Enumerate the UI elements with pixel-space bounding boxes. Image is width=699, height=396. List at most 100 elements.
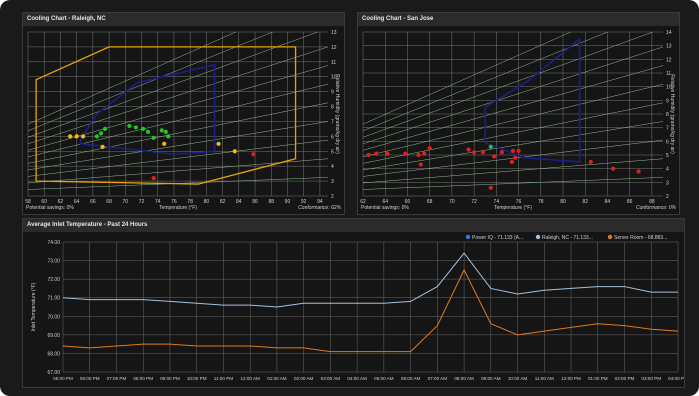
x-tick-label: 84 xyxy=(236,199,242,205)
data-point-red xyxy=(510,148,516,153)
data-point-red xyxy=(466,147,471,152)
x-tick-label: 70 xyxy=(123,199,129,205)
y-tick-label: 74.00 xyxy=(47,240,60,246)
recommended-zone xyxy=(484,37,581,163)
x-tick-label: 09:00 AM xyxy=(481,376,501,381)
x-tick-label: 09:00 PM xyxy=(160,376,180,381)
x-tick-label: 78 xyxy=(538,199,544,205)
y-tick-label: 70.00 xyxy=(47,314,60,320)
data-point-green xyxy=(166,134,171,139)
y-axis-label: Inlet Temperature (°F) xyxy=(31,282,37,331)
x-tick-label: 90 xyxy=(285,199,291,205)
x-tick-label: 84 xyxy=(605,199,611,205)
y-tick-label: 5 xyxy=(331,149,334,155)
x-tick-label: 07:00 PM xyxy=(107,376,127,381)
legend-entry: Raleigh, NC - 71.133... xyxy=(542,235,593,241)
y-tick-label: 4 xyxy=(331,164,334,170)
data-point-red xyxy=(588,159,593,164)
series-line xyxy=(62,268,679,353)
x-tick-label: 94 xyxy=(317,199,323,205)
data-point-red xyxy=(422,151,427,156)
x-tick-label: 62 xyxy=(360,199,366,205)
y-tick-label: 13 xyxy=(666,44,672,50)
x-tick-label: 04:00 PM xyxy=(668,376,684,381)
x-tick-label: 92 xyxy=(301,199,307,205)
legend-marker xyxy=(607,234,613,240)
panel-title: Average Inlet Temperature - Past 24 Hour… xyxy=(23,219,684,232)
x-tick-label: 08:00 AM xyxy=(454,376,474,381)
x-tick-label: 72 xyxy=(139,199,145,205)
x-tick-label: 12:00 AM xyxy=(240,376,260,381)
x-tick-label: 12:00 PM xyxy=(561,376,581,381)
data-point-red xyxy=(151,176,156,181)
x-tick-label: 80 xyxy=(560,199,566,205)
legend-marker xyxy=(465,234,471,240)
data-point-red xyxy=(418,162,423,167)
x-tick-label: 88 xyxy=(268,199,274,205)
y-tick-label: 5 xyxy=(666,153,669,159)
data-point-yellow xyxy=(232,149,237,154)
saturation-curve xyxy=(363,83,663,158)
y-tick-label: 72.00 xyxy=(47,277,60,283)
data-point-green xyxy=(98,131,104,136)
data-point-red xyxy=(488,185,493,190)
y-axis-label: Relative Humidity (grams/kg dry air) xyxy=(334,74,340,154)
y-tick-label: 7 xyxy=(331,119,334,125)
y-tick-label: 2 xyxy=(666,194,669,200)
x-tick-label: 05:00 AM xyxy=(374,376,394,381)
psychrometric-chart-raleigh: 58 60 62 64 66 68 70 72 74 76 78 80 82 84 86 88 90 92 9423… xyxy=(25,30,341,211)
data-point-red xyxy=(636,169,641,174)
data-point-yellow xyxy=(216,141,221,146)
x-tick-label: 10:00 AM xyxy=(508,376,528,381)
y-tick-label: 12 xyxy=(331,45,337,51)
saturation-curve xyxy=(28,32,319,138)
recommended-zone xyxy=(79,63,216,156)
x-tick-label: 03:00 PM xyxy=(641,376,661,381)
x-tick-label: 10:00 PM xyxy=(187,376,207,381)
x-tick-label: 68 xyxy=(106,199,112,205)
potential-savings: Potential savings: 0% xyxy=(361,205,409,211)
y-tick-label: 4 xyxy=(666,167,669,173)
y-tick-label: 11 xyxy=(666,71,671,77)
legend-entry: Power IQ - 71.133 (A... xyxy=(472,235,523,241)
data-point-red xyxy=(516,148,521,153)
conformance: Conformance: 0% xyxy=(636,205,677,211)
data-point-red xyxy=(509,159,514,164)
saturation-curve xyxy=(28,65,328,151)
y-tick-label: 7 xyxy=(666,126,669,132)
y-tick-label: 14 xyxy=(666,30,672,36)
saturation-curve xyxy=(28,32,237,125)
data-point-red xyxy=(385,151,390,156)
data-point-red xyxy=(416,152,421,158)
x-tick-label: 01:00 PM xyxy=(588,376,608,381)
data-point-green xyxy=(102,126,108,132)
x-tick-label: 06:00 AM xyxy=(401,376,421,381)
saturation-curve xyxy=(363,102,663,164)
data-point-red xyxy=(403,151,408,156)
x-tick-label: 80 xyxy=(204,199,210,205)
x-tick-label: 74 xyxy=(494,199,500,205)
y-tick-label: 12 xyxy=(666,57,672,63)
data-point-red xyxy=(427,146,432,151)
y-tick-label: 6 xyxy=(331,134,334,140)
saturation-curve xyxy=(363,32,572,125)
x-tick-label: 02:00 AM xyxy=(294,376,314,381)
data-point-red xyxy=(610,166,616,171)
x-tick-label: 88 xyxy=(649,199,655,205)
x-tick-label: 58 xyxy=(25,199,31,205)
data-point-red xyxy=(480,150,486,155)
x-tick-label: 72 xyxy=(471,199,477,205)
saturation-curve xyxy=(363,121,663,171)
data-point-red xyxy=(374,151,379,156)
data-point-green xyxy=(141,126,146,132)
panel-inlet-temperature: Average Inlet Temperature - Past 24 Hour… xyxy=(22,218,685,388)
data-point-yellow xyxy=(74,134,79,139)
y-tick-label: 69.00 xyxy=(47,333,60,339)
saturation-curve xyxy=(28,46,328,145)
y-tick-label: 8 xyxy=(331,105,334,111)
x-tick-label: 86 xyxy=(627,199,633,205)
y-tick-label: 11 xyxy=(331,60,336,66)
saturation-curve xyxy=(28,83,328,158)
conformance: Conformance: 62% xyxy=(298,205,341,211)
